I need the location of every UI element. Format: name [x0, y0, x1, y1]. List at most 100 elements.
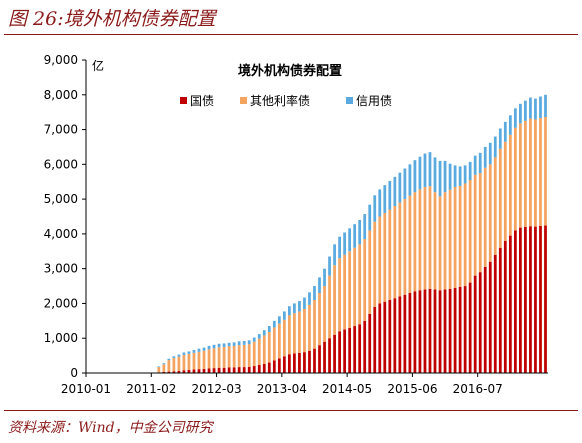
bar-segment-series-2 [162, 363, 166, 365]
bar-segment-series-2 [463, 165, 467, 184]
bar-segment-series-2 [373, 195, 377, 222]
bar-segment-series-1 [508, 134, 512, 236]
bar-segment-series-0 [463, 286, 467, 373]
bar-segment-series-1 [277, 323, 281, 359]
bar-segment-series-1 [217, 347, 221, 368]
bar-segment-series-0 [303, 352, 306, 373]
bar-segment-series-0 [473, 275, 477, 373]
legend-label: 信用债 [356, 94, 392, 108]
bar-segment-series-2 [438, 160, 442, 197]
bar-segment-series-2 [433, 157, 437, 193]
bar-segment-series-2 [363, 214, 367, 240]
bar-segment-series-0 [433, 289, 437, 373]
y-tick-label: 5,000 [44, 192, 78, 206]
bar-segment-series-2 [544, 94, 547, 118]
bar-segment-series-1 [483, 167, 487, 267]
y-tick-label: 7,000 [44, 123, 78, 137]
x-tick-label: 2015-06 [387, 382, 437, 396]
bar-segment-series-2 [458, 166, 462, 186]
legend-swatch [240, 97, 247, 104]
bar-segment-series-2 [157, 366, 161, 368]
bar-segment-series-1 [468, 179, 472, 283]
bar-segment-series-0 [453, 287, 457, 373]
bar-segment-series-0 [187, 369, 191, 373]
bar-segment-series-0 [272, 360, 276, 373]
bar-segment-series-1 [323, 286, 326, 342]
bar-segment-series-0 [237, 367, 241, 373]
legend-swatch [346, 97, 353, 104]
bar-segment-series-2 [217, 343, 221, 348]
bar-segment-series-2 [177, 354, 181, 357]
bar-segment-series-1 [202, 350, 206, 369]
bar-segment-series-2 [428, 152, 432, 187]
bar-segment-series-0 [378, 303, 382, 373]
bar-segment-series-0 [328, 338, 331, 373]
figure-title: 图 26:境外机构债券配置 [8, 8, 216, 30]
bar-segment-series-1 [503, 141, 507, 241]
bar-segment-series-0 [403, 294, 407, 373]
bar-segment-series-0 [478, 272, 482, 373]
bar-segment-series-0 [282, 356, 286, 373]
bar-segment-series-1 [524, 120, 527, 227]
bar-segment-series-2 [388, 181, 392, 210]
bar-segment-series-0 [242, 367, 246, 373]
bars-layer [157, 94, 547, 373]
bar-segment-series-1 [328, 275, 331, 339]
bar-segment-series-2 [328, 256, 331, 276]
x-tick-label: 2014-05 [322, 382, 372, 396]
bar-segment-series-0 [503, 240, 507, 373]
x-tick-label: 2012-03 [191, 382, 241, 396]
bar-segment-series-0 [308, 350, 311, 373]
bar-segment-series-2 [202, 347, 206, 351]
bar-segment-series-2 [247, 340, 251, 345]
bar-segment-series-1 [267, 331, 271, 363]
bar-segment-series-2 [333, 244, 336, 266]
bar-segment-series-2 [343, 232, 346, 255]
bar-segment-series-2 [267, 326, 271, 332]
bar-segment-series-1 [368, 230, 372, 314]
bar-segment-series-0 [383, 301, 387, 373]
bar-segment-series-0 [508, 235, 512, 373]
source-note: 资料来源：Wind，中金公司研究 [8, 420, 213, 436]
bar-segment-series-1 [453, 186, 457, 288]
bar-segment-series-1 [513, 127, 517, 231]
bar-segment-series-1 [262, 335, 266, 364]
bar-segment-series-0 [177, 370, 181, 373]
bar-segment-series-1 [222, 346, 226, 368]
footer-divider [4, 410, 578, 411]
bar-segment-series-1 [378, 216, 382, 304]
bar-segment-series-0 [539, 225, 542, 373]
bar-segment-series-1 [493, 157, 497, 255]
bar-segment-series-1 [257, 338, 261, 365]
bar-segment-series-0 [544, 225, 547, 373]
bar-segment-series-1 [232, 345, 236, 368]
bar-segment-series-0 [227, 367, 231, 373]
bar-segment-series-2 [212, 344, 216, 349]
bar-segment-series-2 [318, 277, 321, 294]
y-axis-unit-label: 亿 [92, 58, 104, 73]
bar-segment-series-2 [358, 219, 362, 245]
bar-segment-series-2 [423, 153, 427, 187]
bar-segment-series-1 [282, 319, 286, 357]
bar-segment-series-1 [403, 199, 407, 295]
bar-segment-series-2 [348, 228, 352, 252]
bar-segment-series-0 [172, 371, 176, 373]
bar-segment-series-0 [483, 266, 487, 373]
bar-segment-series-1 [272, 327, 276, 361]
bar-segment-series-1 [187, 353, 191, 370]
legend-label: 其他利率债 [250, 93, 310, 108]
bar-segment-series-1 [313, 299, 316, 349]
bar-segment-series-0 [192, 369, 196, 373]
bar-segment-series-1 [207, 349, 211, 369]
bar-segment-series-1 [398, 202, 402, 297]
y-tick-label: 8,000 [44, 88, 78, 102]
bar-segment-series-0 [428, 288, 432, 373]
y-tick-label: 2,000 [44, 296, 78, 310]
y-tick-label: 1,000 [44, 331, 78, 345]
y-ticks: 0 1,000 2,000 3,000 4,000 5,000 6,000 7,000 8,00… [44, 53, 86, 380]
y-tick-label: 6,000 [44, 157, 78, 171]
bar-segment-series-1 [227, 346, 231, 368]
bar-segment-series-1 [418, 189, 422, 291]
bar-segment-series-1 [353, 247, 357, 327]
bar-segment-series-2 [408, 164, 412, 196]
